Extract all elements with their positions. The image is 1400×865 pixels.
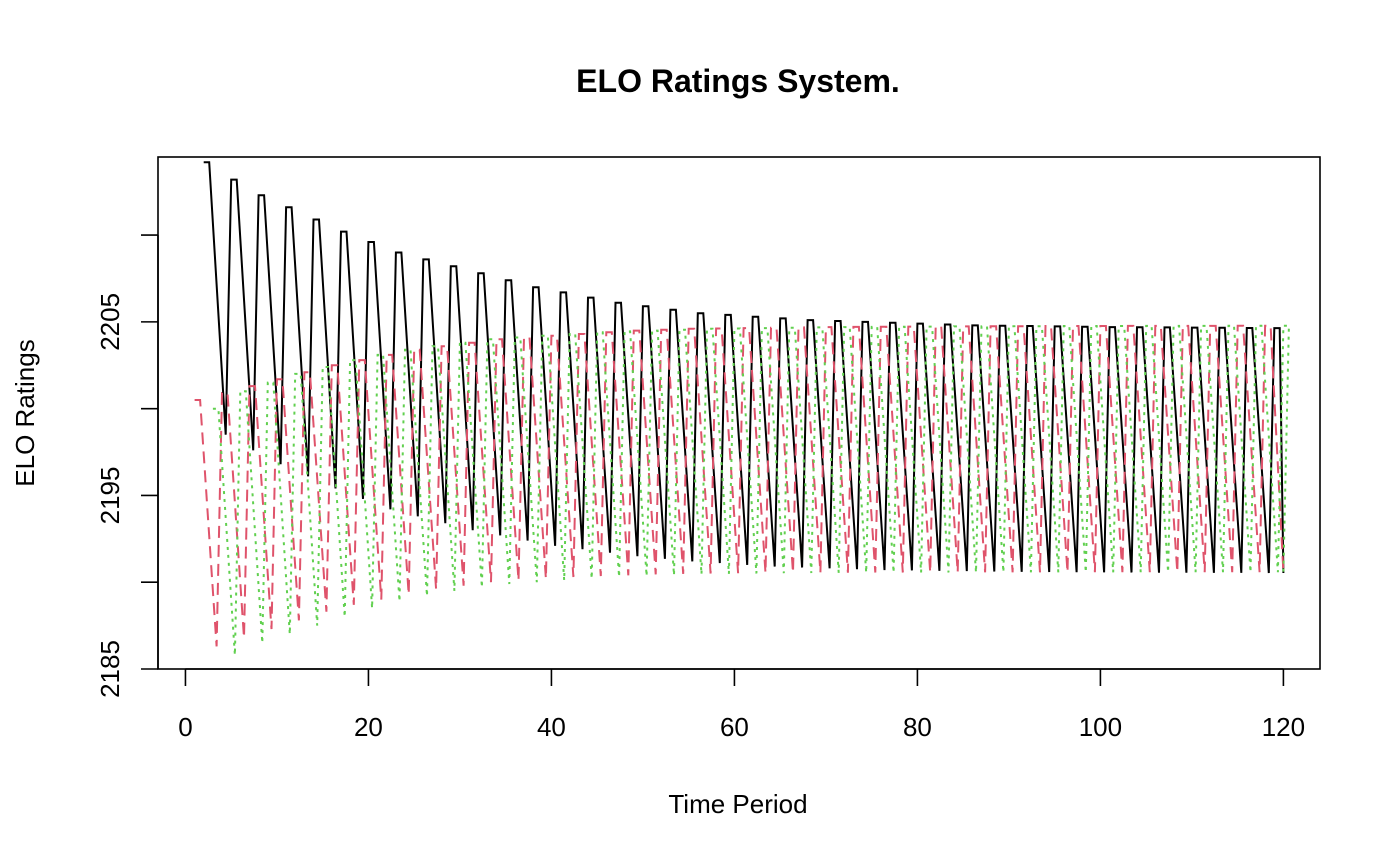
x-tick-label: 120 [1262,712,1305,742]
y-axis: 2185 2195 2205 [95,234,159,698]
x-axis-label: Time Period [668,789,807,819]
y-tick-label: 2185 [95,640,125,698]
x-tick-label: 40 [537,712,566,742]
x-tick-label: 100 [1079,712,1122,742]
y-tick-label: 2205 [95,293,125,351]
y-tick-label: 2195 [95,467,125,525]
x-tick-label: 0 [178,712,192,742]
series-layer [194,161,1290,656]
y-axis-label: ELO Ratings [10,339,40,486]
x-axis: 0 20 40 60 80 100 120 [178,668,1305,742]
x-tick-label: 20 [354,712,383,742]
x-tick-label: 80 [903,712,932,742]
plot-frame [157,156,1321,670]
chart-title: ELO Ratings System. [576,63,900,99]
x-tick-label: 60 [720,712,749,742]
series-line-2 [194,324,1285,647]
series-line-1 [203,161,1285,574]
